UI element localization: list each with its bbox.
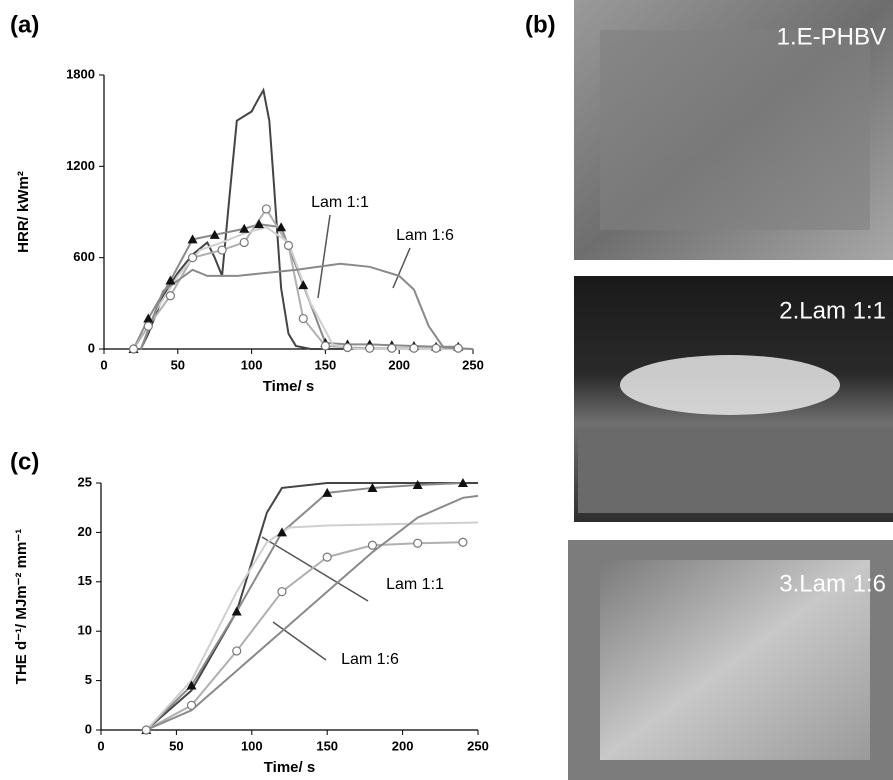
- y-tick-label: 1800: [66, 66, 95, 81]
- x-tick-label: 250: [462, 357, 484, 372]
- photo-detail: [578, 428, 893, 513]
- marker: [457, 478, 468, 487]
- marker: [231, 606, 242, 616]
- panel-label: (a): [10, 11, 39, 38]
- annotation: Lam 1:6: [341, 651, 399, 668]
- panel-label: (c): [10, 448, 39, 475]
- series-line: [132, 223, 459, 350]
- marker: [458, 537, 468, 547]
- marker: [320, 341, 330, 351]
- marker: [217, 245, 227, 255]
- x-tick-label: 50: [171, 357, 185, 372]
- marker: [276, 222, 287, 232]
- y-axis-label: HRR/ kWm²: [15, 171, 32, 253]
- marker: [186, 680, 197, 690]
- marker: [342, 342, 353, 353]
- y-tick-label: 5: [85, 672, 92, 687]
- marker: [128, 344, 139, 354]
- series-line: [145, 541, 463, 731]
- marker: [322, 487, 333, 497]
- arrow: [317, 214, 331, 299]
- marker: [239, 223, 250, 233]
- photo-label: 2.Lam 1:1: [779, 297, 886, 324]
- marker: [261, 204, 271, 214]
- y-tick-label: 600: [73, 249, 95, 264]
- marker: [283, 240, 294, 251]
- y-tick-label: 10: [78, 623, 92, 638]
- marker: [253, 219, 264, 229]
- x-tick-label: 100: [241, 738, 263, 753]
- marker: [409, 343, 419, 353]
- y-tick-label: 1200: [66, 158, 95, 173]
- marker: [453, 343, 463, 353]
- marker: [413, 538, 423, 548]
- y-tick-label: 0: [85, 721, 92, 736]
- y-axis-label: THE d⁻¹/ MJm⁻² mm⁻¹: [13, 529, 30, 684]
- marker: [298, 280, 309, 290]
- series-line: [139, 262, 474, 350]
- y-tick-label: 20: [78, 524, 92, 539]
- x-tick-label: 0: [97, 738, 104, 753]
- arrows: [261, 214, 411, 661]
- marker: [165, 291, 176, 301]
- x-tick-label: 200: [388, 357, 410, 372]
- x-tick-label: 100: [241, 357, 263, 372]
- marker: [143, 321, 153, 331]
- annotation: Lam 1:6: [396, 227, 454, 244]
- marker: [141, 725, 151, 735]
- series-line: [145, 494, 479, 731]
- series-line: [140, 87, 473, 350]
- y-tick-label: 25: [78, 474, 92, 489]
- arrow: [261, 536, 369, 602]
- marker: [277, 587, 287, 597]
- photo-detail: [600, 30, 870, 230]
- annotation: Lam 1:1: [386, 576, 444, 593]
- photos: 1.E-PHBV 2.Lam 1:1 3.Lam 1:6: [568, 0, 893, 780]
- photo-detail: [620, 355, 840, 415]
- panel-label: (b): [525, 11, 556, 38]
- marker: [232, 646, 242, 656]
- marker: [322, 552, 332, 562]
- marker: [187, 234, 198, 244]
- arrow: [392, 247, 411, 289]
- marker: [276, 527, 287, 537]
- marker: [298, 313, 308, 324]
- arrow: [272, 621, 327, 661]
- marker: [209, 229, 220, 239]
- photo-detail: [600, 560, 870, 760]
- marker: [387, 343, 397, 353]
- annotation: Lam 1:1: [311, 194, 369, 211]
- x-tick-label: 150: [315, 357, 337, 372]
- y-tick-label: 0: [88, 340, 95, 355]
- marker: [165, 275, 176, 285]
- y-tick-label: 15: [78, 573, 92, 588]
- x-tick-label: 150: [316, 738, 338, 753]
- x-tick-label: 200: [392, 738, 414, 753]
- marker: [239, 237, 249, 248]
- marker: [367, 482, 378, 492]
- marker: [187, 253, 198, 263]
- series-line: [145, 482, 478, 731]
- x-axis-label: Time/ s: [263, 378, 314, 395]
- photo-label: 3.Lam 1:6: [779, 570, 886, 597]
- marker: [367, 540, 378, 550]
- x-tick-label: 0: [100, 357, 107, 372]
- x-tick-label: 50: [169, 738, 183, 753]
- series-line: [145, 482, 463, 731]
- marker: [186, 700, 197, 710]
- x-tick-label: 250: [467, 738, 489, 753]
- marker: [143, 313, 154, 323]
- series-line: [139, 226, 473, 350]
- marker: [365, 343, 375, 353]
- marker: [412, 479, 423, 489]
- photo-label: 1.E-PHBV: [777, 23, 886, 50]
- marker: [431, 343, 441, 353]
- x-axis-label: Time/ s: [264, 759, 315, 776]
